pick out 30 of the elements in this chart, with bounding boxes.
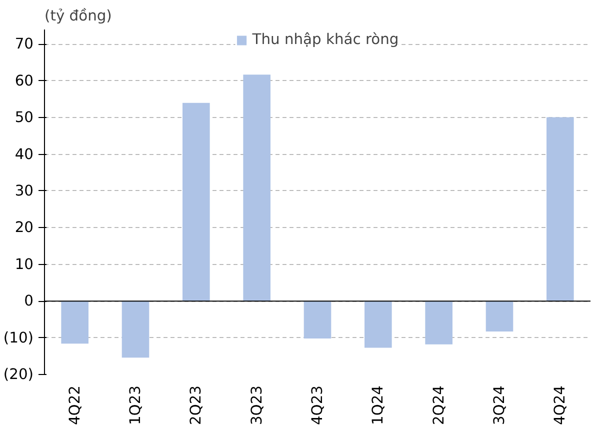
y-tick-label: (20) xyxy=(3,366,34,383)
x-tick-label: 4Q22 xyxy=(66,385,84,426)
bar xyxy=(122,301,150,358)
x-tick-label: 4Q24 xyxy=(552,385,569,426)
y-tick-label: 40 xyxy=(14,146,34,163)
y-tick-label: 20 xyxy=(14,219,34,236)
x-tick-label: 2Q23 xyxy=(188,385,205,426)
bar xyxy=(182,102,210,302)
legend-label: Thu nhập khác ròng xyxy=(252,31,399,48)
x-tick-label: 3Q24 xyxy=(491,385,508,426)
y-tick-label: (10) xyxy=(3,329,34,346)
y-tick-label: 50 xyxy=(14,109,34,126)
x-tick-label: 4Q23 xyxy=(309,385,326,426)
x-tick-label: 2Q24 xyxy=(430,385,448,426)
y-tick-label: 70 xyxy=(14,36,34,53)
y-tick-label: 60 xyxy=(14,72,34,90)
x-tick-label: 3Q23 xyxy=(248,385,266,426)
bar xyxy=(425,301,452,344)
x-tick-label: 1Q24 xyxy=(370,385,387,426)
bar xyxy=(61,301,88,344)
bar xyxy=(243,74,270,302)
bar xyxy=(486,301,514,332)
bar xyxy=(304,301,332,339)
y-axis-title: (tỷ đồng) xyxy=(44,8,112,24)
bar xyxy=(546,117,574,302)
bar xyxy=(364,301,392,348)
y-tick-label: 30 xyxy=(14,182,34,200)
x-tick-label: 1Q23 xyxy=(127,385,144,426)
y-tick-label: 10 xyxy=(14,256,34,273)
y-tick-label: 0 xyxy=(24,292,34,310)
